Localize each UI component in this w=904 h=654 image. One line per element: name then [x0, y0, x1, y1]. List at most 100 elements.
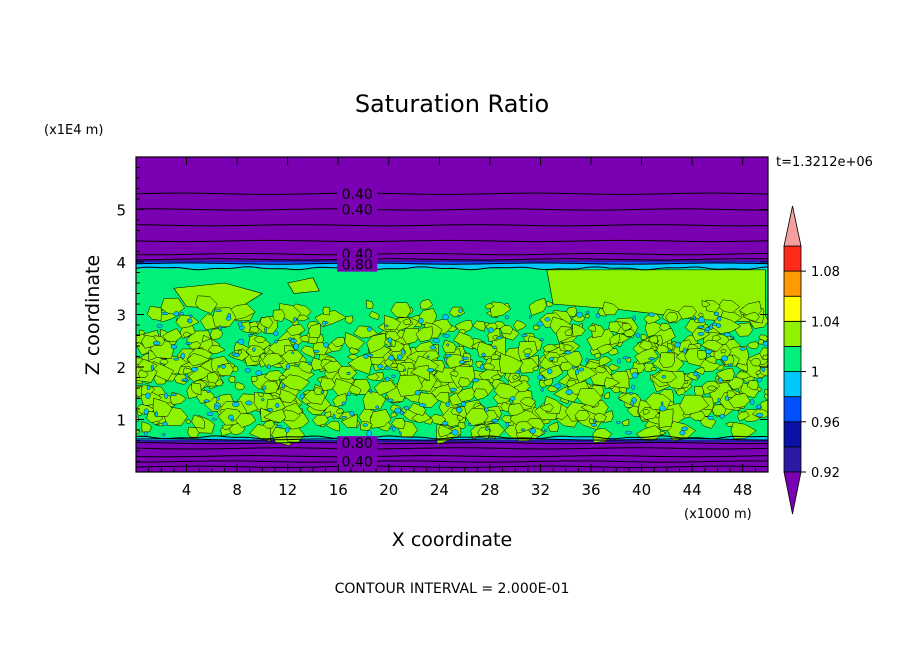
- cyan-speckle: [346, 371, 351, 376]
- lime-patch: [182, 367, 194, 375]
- lime-patch: [643, 313, 661, 325]
- cyan-speckle: [524, 353, 530, 358]
- cyan-speckle: [617, 358, 621, 365]
- cyan-speckle: [648, 312, 656, 317]
- cyan-speckle: [449, 387, 457, 392]
- lime-patch: [645, 392, 672, 411]
- cyan-speckle: [709, 323, 713, 331]
- cyan-speckle: [681, 426, 689, 431]
- lime-patch: [533, 324, 540, 331]
- cyan-speckle: [173, 311, 180, 317]
- cyan-speckle: [284, 427, 290, 433]
- cyan-speckle: [750, 398, 755, 405]
- lime-patch: [207, 344, 226, 355]
- lime-patch: [235, 412, 257, 428]
- lime-patch: [261, 353, 284, 369]
- colorbar-segment: [783, 421, 802, 448]
- cyan-speckle: [458, 308, 463, 314]
- lime-patch: [720, 349, 727, 354]
- cyan-speckle: [363, 354, 369, 359]
- cyan-speckle: [547, 368, 553, 375]
- cyan-speckle: [341, 416, 347, 419]
- cyan-speckle: [332, 413, 336, 420]
- lime-patch: [207, 372, 220, 384]
- contour-line: [136, 442, 768, 445]
- cyan-speckle: [697, 332, 705, 336]
- lime-patch: [604, 377, 621, 390]
- lime-patch: [370, 409, 392, 429]
- cyan-speckle: [187, 318, 193, 324]
- cyan-speckle: [631, 384, 635, 390]
- contour-label-bg: [337, 454, 378, 469]
- cyan-speckle: [679, 430, 686, 436]
- cyan-speckle: [170, 344, 178, 350]
- lime-patch: [640, 334, 648, 340]
- cyan-speckle: [245, 400, 253, 406]
- colorbar-tick-label: 1.04: [811, 315, 840, 330]
- cyan-speckle: [291, 351, 295, 354]
- cyan-speckle: [496, 336, 503, 340]
- y-unit-label: (x1E4 m): [44, 123, 103, 138]
- x-tick-label: 32: [531, 481, 550, 499]
- cyan-speckle: [504, 315, 509, 320]
- cloud-edge-contour: [136, 435, 768, 440]
- lime-patch: [602, 301, 619, 316]
- x-tick-label: 16: [329, 481, 348, 499]
- lime-patch: [454, 319, 474, 333]
- lime-patch: [411, 412, 432, 423]
- lime-patch: [228, 376, 236, 383]
- lime-patch: [331, 336, 346, 348]
- lime-patch: [390, 302, 412, 318]
- cyan-speckle: [484, 407, 489, 413]
- lime-patch: [195, 295, 218, 314]
- cyan-speckle: [564, 350, 572, 355]
- cyan-speckle: [444, 356, 447, 363]
- lime-patch: [596, 344, 614, 356]
- lime-patch: [442, 339, 457, 354]
- lime-patch: [513, 319, 527, 332]
- cyan-speckle: [275, 425, 283, 428]
- cyan-speckle: [529, 428, 536, 434]
- cyan-speckle: [622, 356, 630, 360]
- lime-patch: [453, 331, 474, 350]
- x-axis-label: X coordinate: [392, 529, 512, 551]
- lime-patch: [634, 347, 659, 365]
- lime-patch: [257, 392, 264, 398]
- saturation-field: [136, 157, 768, 472]
- lime-patch: [519, 397, 536, 408]
- cyan-speckle: [707, 415, 714, 420]
- cloud-top-dark-fill: [136, 260, 768, 262]
- cyan-speckle: [467, 422, 472, 426]
- cyan-speckle: [554, 383, 562, 389]
- cyan-speckle: [384, 324, 389, 328]
- cyan-speckle: [442, 314, 449, 321]
- cyan-speckle: [388, 426, 394, 430]
- cyan-speckle: [529, 315, 532, 319]
- lime-patch: [623, 329, 636, 337]
- cyan-speckle: [479, 364, 485, 370]
- lime-patch: [542, 343, 559, 353]
- cyan-speckle: [185, 342, 193, 345]
- contour-label: 0.80: [342, 436, 373, 452]
- cyan-speckle: [739, 347, 747, 351]
- cyan-speckle: [161, 311, 169, 315]
- lime-patch: [456, 387, 477, 403]
- contour-label-bg: [337, 436, 378, 451]
- lime-patch: [234, 381, 246, 391]
- contour-line: [136, 465, 768, 468]
- cyan-speckle: [290, 338, 297, 343]
- x-tick-label: 8: [232, 481, 242, 499]
- cyan-speckle: [237, 338, 245, 345]
- lime-patch: [665, 311, 678, 323]
- lime-patch: [186, 353, 211, 367]
- cyan-speckle: [275, 402, 280, 408]
- cyan-speckle: [576, 311, 583, 318]
- cyan-speckle: [185, 373, 189, 379]
- cyan-speckle: [457, 314, 461, 318]
- lime-patch: [308, 323, 322, 338]
- contour-line: [136, 208, 768, 211]
- colorbar-under-arrow: [783, 471, 802, 515]
- lime-patch: [598, 356, 613, 367]
- lime-patch: [473, 388, 489, 400]
- lime-patch: [750, 358, 762, 367]
